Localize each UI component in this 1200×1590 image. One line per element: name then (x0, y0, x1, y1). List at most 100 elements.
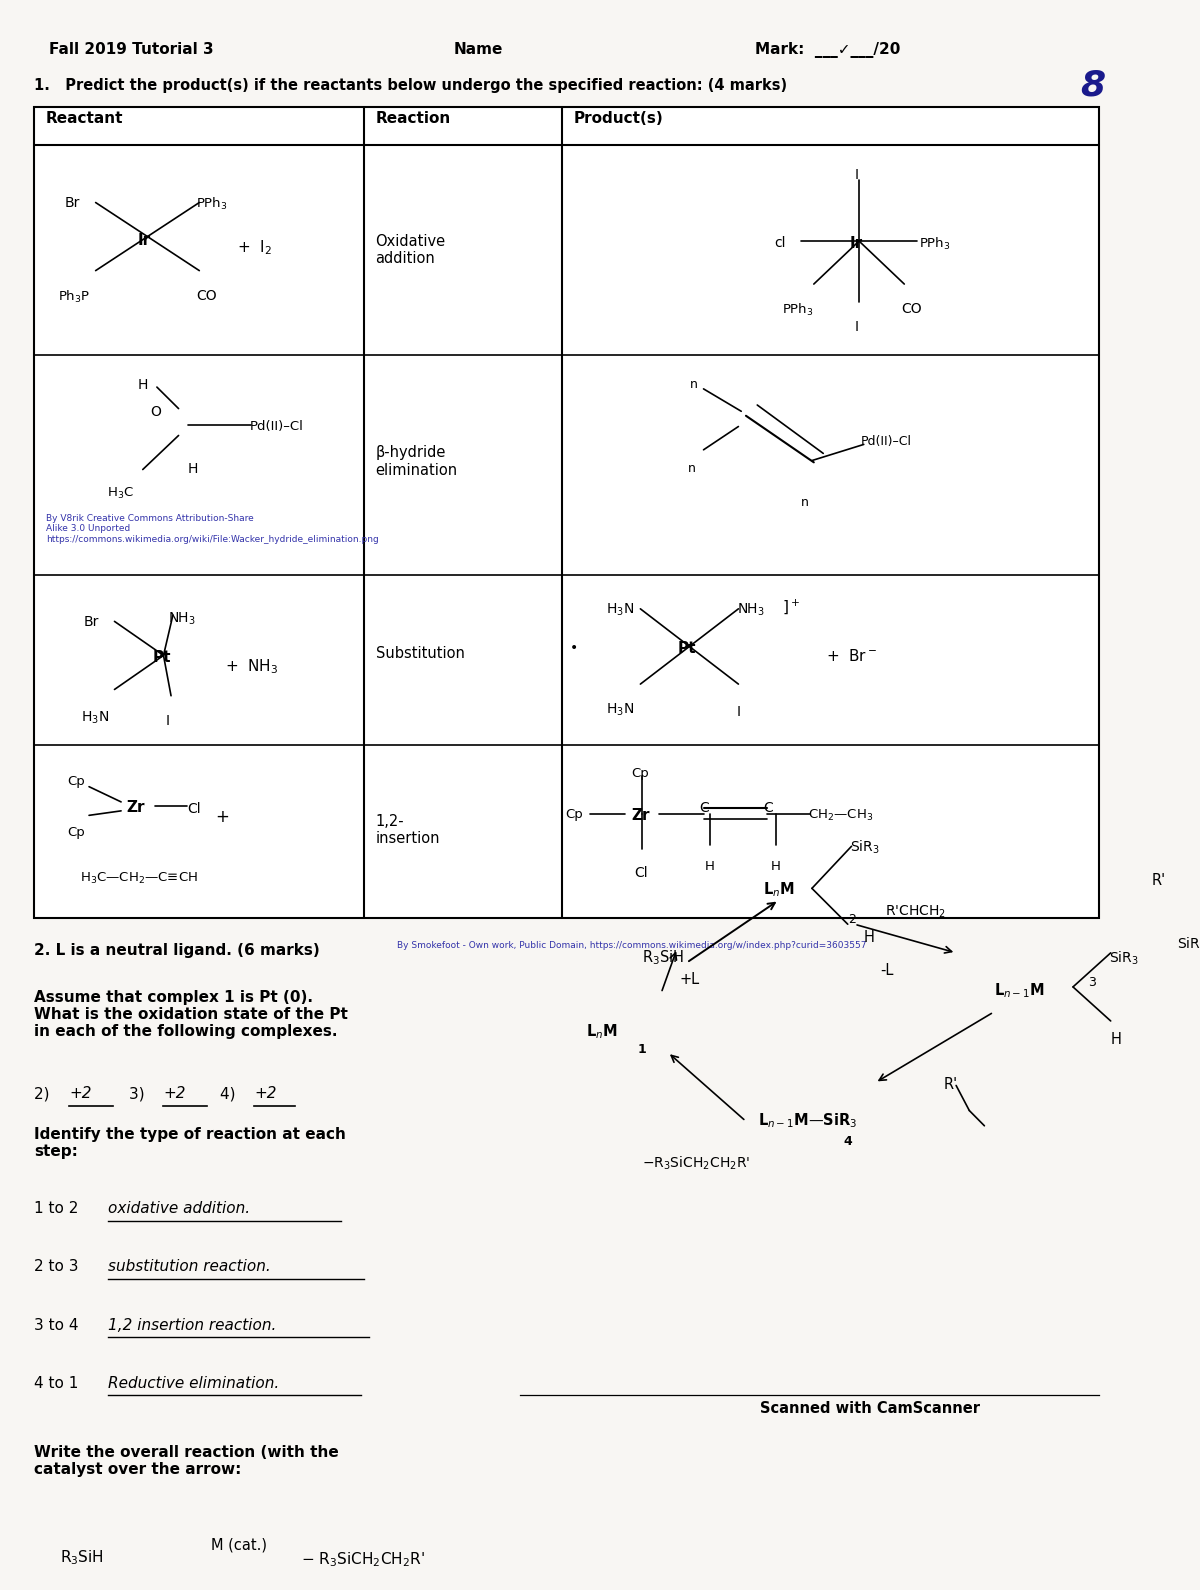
Text: C: C (763, 801, 773, 816)
Text: Cp: Cp (565, 808, 583, 820)
Text: $]^+$: $]^+$ (781, 598, 799, 615)
Text: H: H (1111, 1032, 1122, 1046)
Text: −R$_3$SiCH$_2$CH$_2$R': −R$_3$SiCH$_2$CH$_2$R' (642, 1154, 751, 1172)
Text: Pd(II)–Cl: Pd(II)–Cl (251, 420, 304, 432)
Text: +2: +2 (163, 1086, 186, 1102)
Text: Product(s): Product(s) (574, 111, 664, 126)
Text: Pt: Pt (678, 641, 696, 657)
Text: I: I (854, 320, 858, 334)
Text: CO: CO (901, 302, 922, 316)
Text: By Smokefoot - Own work, Public Domain, https://commons.wikimedia.org/w/index.ph: By Smokefoot - Own work, Public Domain, … (397, 941, 866, 951)
Text: n: n (800, 496, 809, 509)
Text: C: C (698, 801, 708, 816)
Text: NH$_3$: NH$_3$ (737, 601, 764, 619)
Text: H: H (188, 463, 198, 477)
Text: substitution reaction.: substitution reaction. (108, 1259, 271, 1274)
Text: CO: CO (197, 288, 217, 302)
Text: SiR$_3$: SiR$_3$ (850, 840, 880, 857)
Text: L$_{n-1}$M—SiR$_3$: L$_{n-1}$M—SiR$_3$ (758, 1111, 858, 1130)
Text: H$_3$C: H$_3$C (107, 485, 134, 501)
Text: 2. L is a neutral ligand. (6 marks): 2. L is a neutral ligand. (6 marks) (35, 943, 320, 959)
Text: 1,2-
insertion: 1,2- insertion (376, 814, 440, 846)
Text: n: n (690, 378, 697, 391)
Text: Fall 2019 Tutorial 3: Fall 2019 Tutorial 3 (48, 41, 214, 57)
Text: By V8rik Creative Commons Attribution-Share
Alike 3.0 Unported
https://commons.w: By V8rik Creative Commons Attribution-Sh… (46, 514, 378, 544)
Text: 3): 3) (128, 1086, 149, 1102)
Text: Cl: Cl (187, 801, 200, 816)
Text: H: H (138, 378, 149, 393)
Text: 3 to 4: 3 to 4 (35, 1318, 79, 1332)
Text: 1 to 2: 1 to 2 (35, 1200, 79, 1216)
Text: H: H (770, 860, 780, 873)
Text: Br: Br (83, 615, 98, 630)
Text: Cl: Cl (635, 865, 648, 879)
Text: Cp: Cp (67, 774, 85, 789)
Text: Scanned with CamScanner: Scanned with CamScanner (760, 1401, 980, 1415)
Text: 4): 4) (220, 1086, 240, 1102)
Text: SiR$_3$: SiR$_3$ (1109, 949, 1139, 967)
Text: 2): 2) (35, 1086, 55, 1102)
Text: oxidative addition.: oxidative addition. (108, 1200, 250, 1216)
Text: Name: Name (454, 41, 503, 57)
Text: Identify the type of reaction at each
step:: Identify the type of reaction at each st… (35, 1127, 347, 1159)
Text: H: H (704, 860, 714, 873)
Text: CH$_2$—CH$_3$: CH$_2$—CH$_3$ (808, 808, 874, 824)
Text: H$_3$N: H$_3$N (606, 601, 635, 619)
Text: NH$_3$: NH$_3$ (168, 611, 196, 626)
Text: -L: -L (880, 962, 893, 978)
Text: PPh$_3$: PPh$_3$ (197, 196, 228, 213)
Text: Reaction: Reaction (376, 111, 451, 126)
Text: •: • (570, 641, 578, 655)
Text: 3: 3 (1088, 976, 1096, 989)
Text: 1,2 insertion reaction.: 1,2 insertion reaction. (108, 1318, 276, 1332)
Text: L$_n$M: L$_n$M (763, 881, 794, 898)
Text: Pd(II)–Cl: Pd(II)–Cl (860, 436, 912, 448)
Text: +  Br$^-$: + Br$^-$ (826, 649, 877, 665)
Text: 1: 1 (637, 1043, 647, 1056)
Text: +2: +2 (70, 1086, 91, 1102)
Text: +: + (215, 808, 229, 827)
Text: Zr: Zr (631, 808, 649, 824)
Text: Oxidative
addition: Oxidative addition (376, 234, 445, 266)
Text: Br: Br (65, 196, 80, 210)
Text: R$_3$SiH: R$_3$SiH (642, 948, 684, 967)
Text: R'CHCH$_2$: R'CHCH$_2$ (886, 903, 947, 921)
Text: Zr: Zr (127, 800, 145, 816)
Text: n: n (688, 463, 695, 475)
Text: L$_{n-1}$M: L$_{n-1}$M (994, 981, 1044, 1000)
Text: SiR$_3$: SiR$_3$ (1177, 937, 1200, 954)
Text: Ph$_3$P: Ph$_3$P (58, 288, 90, 305)
Text: H: H (864, 930, 875, 946)
Text: O: O (150, 405, 161, 420)
Text: β-hydride
elimination: β-hydride elimination (376, 445, 457, 477)
Text: 8: 8 (1080, 68, 1105, 103)
Text: PPh$_3$: PPh$_3$ (781, 302, 814, 318)
Text: R$_3$SiH: R$_3$SiH (60, 1549, 103, 1568)
Text: cl: cl (774, 235, 786, 250)
Text: M (cat.): M (cat.) (211, 1538, 266, 1552)
Bar (35, 107, 1099, 917)
Text: Cp: Cp (67, 827, 85, 840)
Text: +L: +L (680, 971, 700, 987)
Text: Mark:  ___✓___/20: Mark: ___✓___/20 (755, 41, 901, 57)
Text: 1.   Predict the product(s) if the reactants below undergo the specified reactio: 1. Predict the product(s) if the reactan… (35, 78, 787, 92)
Text: +  NH$_3$: + NH$_3$ (224, 657, 277, 676)
Text: Cp: Cp (631, 766, 649, 781)
Text: +2: +2 (254, 1086, 276, 1102)
Text: I: I (166, 714, 169, 728)
Text: Reductive elimination.: Reductive elimination. (108, 1375, 280, 1391)
Text: R': R' (944, 1076, 958, 1091)
Text: R': R' (1151, 873, 1165, 889)
Text: 4 to 1: 4 to 1 (35, 1375, 79, 1391)
Text: Pt: Pt (152, 650, 170, 665)
Text: Substitution: Substitution (376, 647, 464, 661)
Text: H$_3$C—CH$_2$—C≡CH: H$_3$C—CH$_2$—C≡CH (79, 871, 198, 886)
Text: PPh$_3$: PPh$_3$ (919, 235, 950, 251)
Text: Ir: Ir (850, 235, 863, 251)
Text: I: I (737, 704, 740, 719)
Text: H$_3$N: H$_3$N (80, 709, 109, 725)
Text: 4: 4 (844, 1135, 852, 1148)
Text: Ir: Ir (138, 234, 151, 248)
Text: H$_3$N: H$_3$N (606, 703, 635, 719)
Text: +  I$_2$: + I$_2$ (238, 238, 272, 258)
